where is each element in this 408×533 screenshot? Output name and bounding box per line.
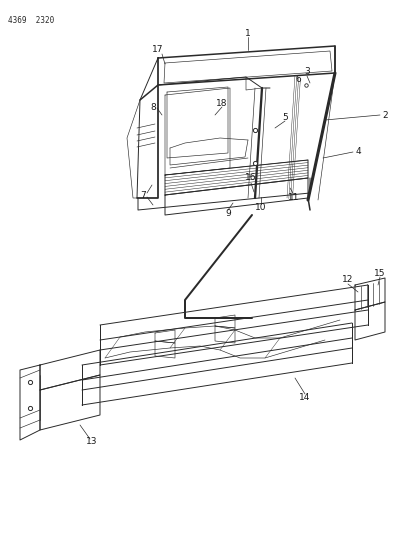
Text: 12: 12 [342,276,354,285]
Text: 7: 7 [140,190,146,199]
Text: 9: 9 [225,208,231,217]
Text: 18: 18 [216,99,228,108]
Text: 6: 6 [295,76,301,85]
Text: 3: 3 [304,68,310,77]
Text: 14: 14 [299,393,310,402]
Text: 2: 2 [382,110,388,119]
Text: 1: 1 [245,28,251,37]
Text: 16: 16 [245,174,257,182]
Text: 8: 8 [150,103,156,112]
Text: 17: 17 [152,45,164,54]
Text: 4369  2320: 4369 2320 [8,16,54,25]
Text: 11: 11 [288,193,300,203]
Text: 13: 13 [86,438,98,447]
Text: 15: 15 [374,269,386,278]
Text: 4: 4 [355,148,361,157]
Text: 5: 5 [282,112,288,122]
Text: 10: 10 [255,203,267,212]
